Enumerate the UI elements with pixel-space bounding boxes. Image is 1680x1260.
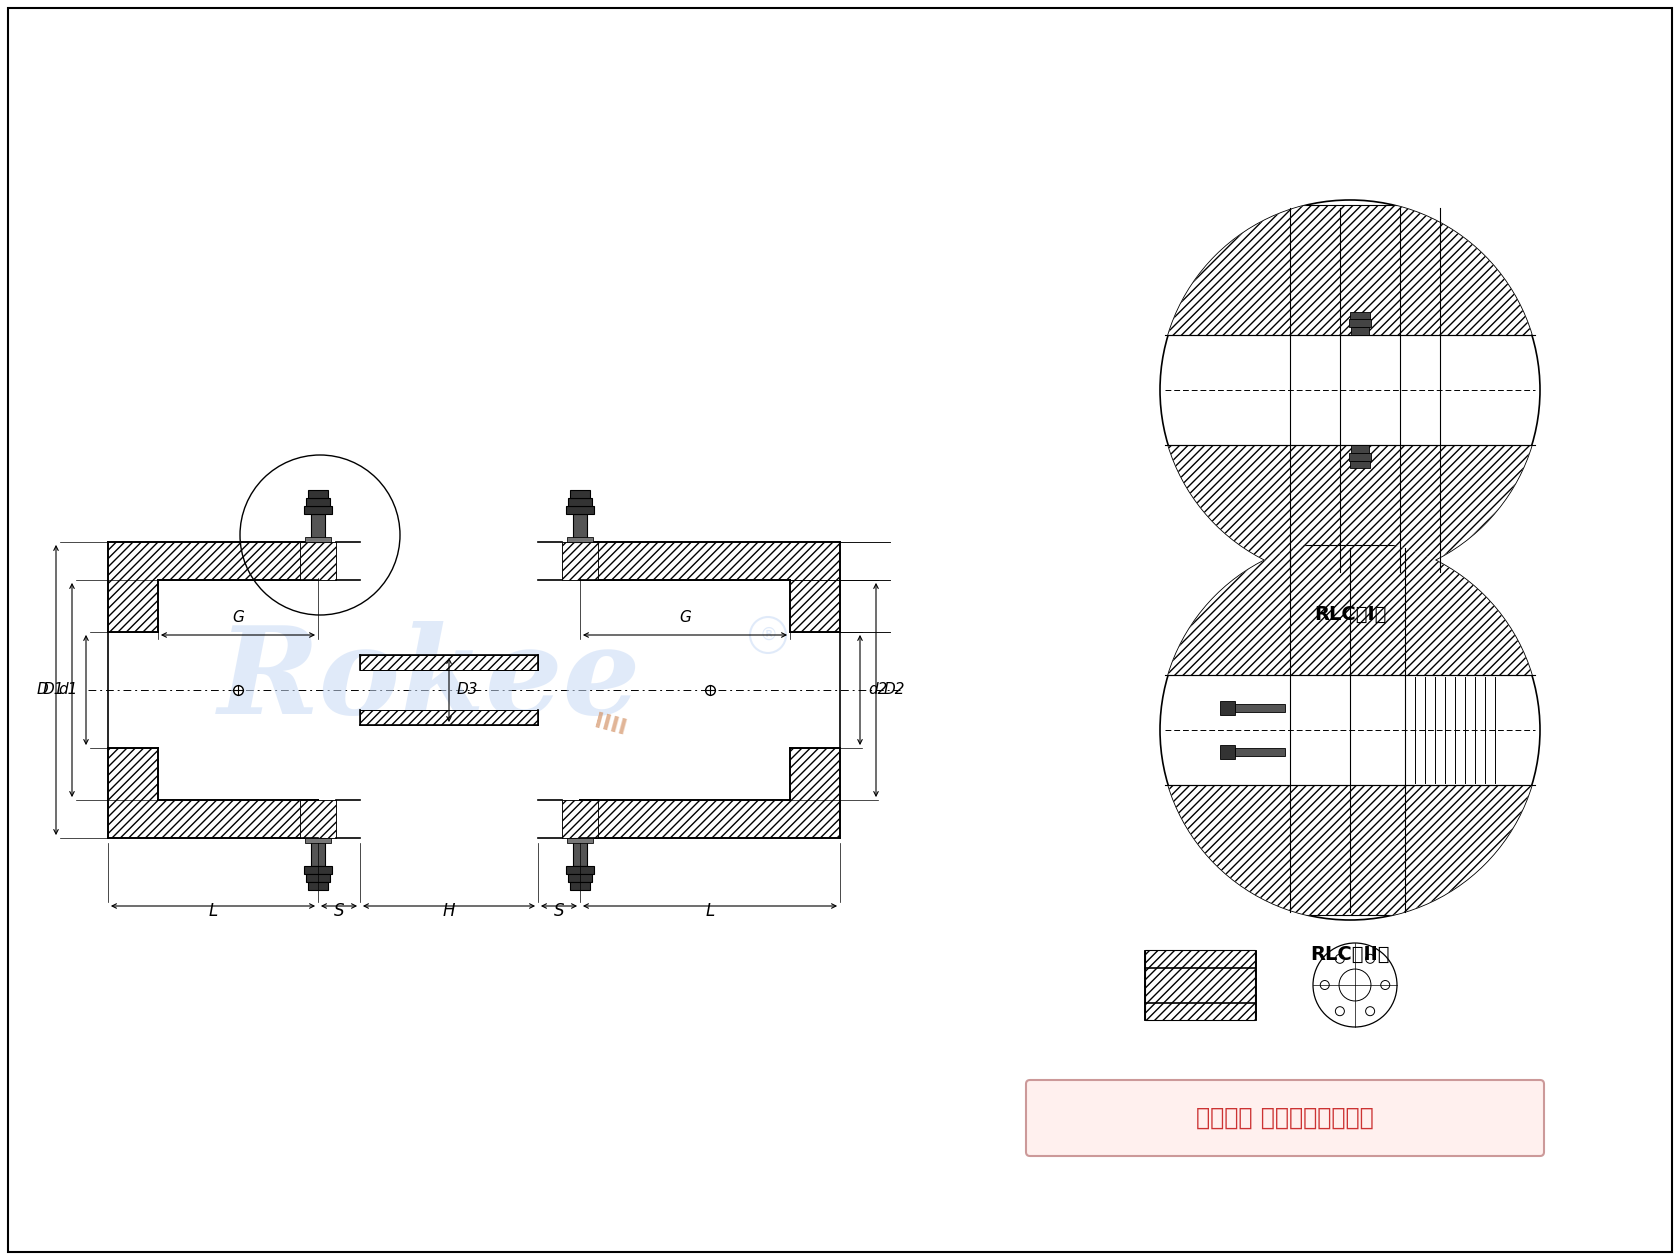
Polygon shape: [568, 537, 593, 542]
Polygon shape: [360, 709, 538, 724]
Polygon shape: [1351, 328, 1369, 335]
Polygon shape: [1235, 704, 1285, 712]
Polygon shape: [1164, 445, 1536, 575]
Polygon shape: [1220, 745, 1235, 759]
Text: L: L: [706, 902, 714, 920]
Polygon shape: [568, 874, 591, 882]
Polygon shape: [307, 882, 328, 890]
Polygon shape: [301, 542, 336, 580]
Text: RLC－I型: RLC－I型: [1314, 605, 1386, 624]
Polygon shape: [360, 655, 538, 670]
Text: H: H: [444, 902, 455, 920]
Polygon shape: [108, 748, 318, 838]
Text: 版权所有 侵权必被严厉追究: 版权所有 侵权必被严厉追究: [1196, 1106, 1374, 1130]
Bar: [1243, 950, 1257, 1021]
Polygon shape: [563, 800, 598, 838]
Polygon shape: [1349, 454, 1371, 461]
Polygon shape: [307, 490, 328, 498]
Text: D2: D2: [884, 683, 906, 698]
Polygon shape: [1351, 461, 1369, 467]
Polygon shape: [311, 838, 324, 866]
Text: S: S: [554, 902, 564, 920]
Polygon shape: [573, 514, 586, 542]
Polygon shape: [1220, 701, 1235, 714]
Text: G: G: [232, 610, 244, 625]
Polygon shape: [108, 542, 318, 633]
Text: S: S: [334, 902, 344, 920]
Polygon shape: [304, 507, 333, 514]
Text: ®: ®: [759, 626, 776, 644]
Polygon shape: [580, 748, 840, 838]
Text: L: L: [208, 902, 218, 920]
Polygon shape: [1164, 785, 1536, 915]
Polygon shape: [573, 838, 586, 866]
Text: D: D: [37, 683, 49, 698]
Polygon shape: [566, 507, 595, 514]
Polygon shape: [1164, 205, 1536, 335]
Polygon shape: [306, 498, 329, 507]
Polygon shape: [1349, 319, 1371, 328]
Polygon shape: [301, 800, 336, 838]
Polygon shape: [568, 498, 591, 507]
Circle shape: [1159, 200, 1541, 580]
Text: d2: d2: [869, 683, 887, 698]
Text: D3: D3: [457, 683, 479, 698]
Text: IIII: IIII: [591, 711, 628, 738]
Polygon shape: [1351, 445, 1369, 454]
Polygon shape: [306, 874, 329, 882]
FancyBboxPatch shape: [1026, 1080, 1544, 1155]
Text: D1: D1: [42, 683, 64, 698]
Polygon shape: [1235, 748, 1285, 756]
Text: G: G: [679, 610, 690, 625]
Polygon shape: [1146, 950, 1255, 1021]
Text: Rokee: Rokee: [218, 621, 642, 740]
Circle shape: [1159, 541, 1541, 920]
Polygon shape: [563, 542, 598, 580]
Polygon shape: [580, 542, 840, 633]
Polygon shape: [304, 866, 333, 874]
Polygon shape: [1351, 312, 1369, 319]
Polygon shape: [570, 882, 590, 890]
Polygon shape: [566, 866, 595, 874]
Polygon shape: [306, 838, 331, 843]
Polygon shape: [568, 838, 593, 843]
Text: RLC－II型: RLC－II型: [1310, 945, 1389, 964]
Bar: [1144, 950, 1156, 1021]
Polygon shape: [306, 537, 331, 542]
Polygon shape: [570, 490, 590, 498]
Polygon shape: [311, 514, 324, 542]
Polygon shape: [1164, 546, 1536, 675]
Text: d1: d1: [59, 683, 77, 698]
